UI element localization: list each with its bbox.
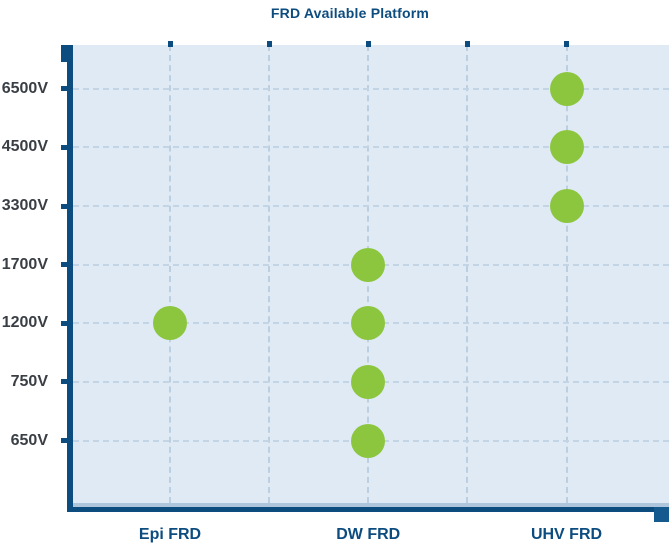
horizontal-gridline [73, 146, 669, 149]
x-axis-top-tick [564, 41, 569, 47]
vertical-gridline [169, 45, 171, 503]
vertical-gridline [565, 45, 568, 503]
horizontal-gridline [73, 87, 669, 90]
y-axis-line [67, 45, 73, 512]
x-axis-end-cap [654, 507, 669, 522]
data-point [351, 423, 386, 458]
y-axis-tick [61, 379, 67, 385]
y-tick-label: 1700V [1, 255, 48, 273]
x-axis-top-tick [266, 41, 272, 47]
y-axis-tick [61, 320, 67, 326]
y-tick-label: 1200V [1, 314, 48, 332]
y-tick-label: 3300V [1, 197, 48, 214]
y-tick-label: 650V [10, 431, 48, 449]
x-category-label: DW FRD [336, 526, 401, 543]
data-point [549, 189, 584, 223]
y-tick-label: 6500V [1, 79, 48, 97]
x-category-label: UHV FRD [530, 526, 603, 543]
data-point [351, 247, 386, 282]
y-tick-label: 750V [10, 372, 48, 390]
y-axis-tick [61, 438, 67, 444]
data-point [351, 306, 386, 341]
data-point [549, 71, 584, 106]
y-axis-tick [61, 86, 67, 92]
y-tick-label: 4500V [1, 138, 48, 156]
vertical-gridline [466, 45, 469, 503]
x-axis-line [67, 507, 669, 512]
y-axis-tick [61, 203, 67, 209]
x-axis-top-tick [464, 41, 470, 47]
data-point [549, 130, 584, 165]
vertical-gridline [268, 45, 271, 503]
y-axis-tick [61, 144, 67, 150]
horizontal-gridline [73, 205, 669, 207]
y-axis-tick [61, 262, 67, 268]
x-axis-top-tick [167, 41, 173, 47]
x-category-label: Epi FRD [138, 526, 202, 543]
data-point [351, 364, 386, 399]
data-point [153, 306, 187, 341]
x-axis-top-tick [365, 41, 371, 47]
chart-title: FRD Available Platform [270, 5, 430, 21]
plot-bottom-edge [73, 503, 669, 507]
y-axis-top-cap [61, 45, 73, 62]
